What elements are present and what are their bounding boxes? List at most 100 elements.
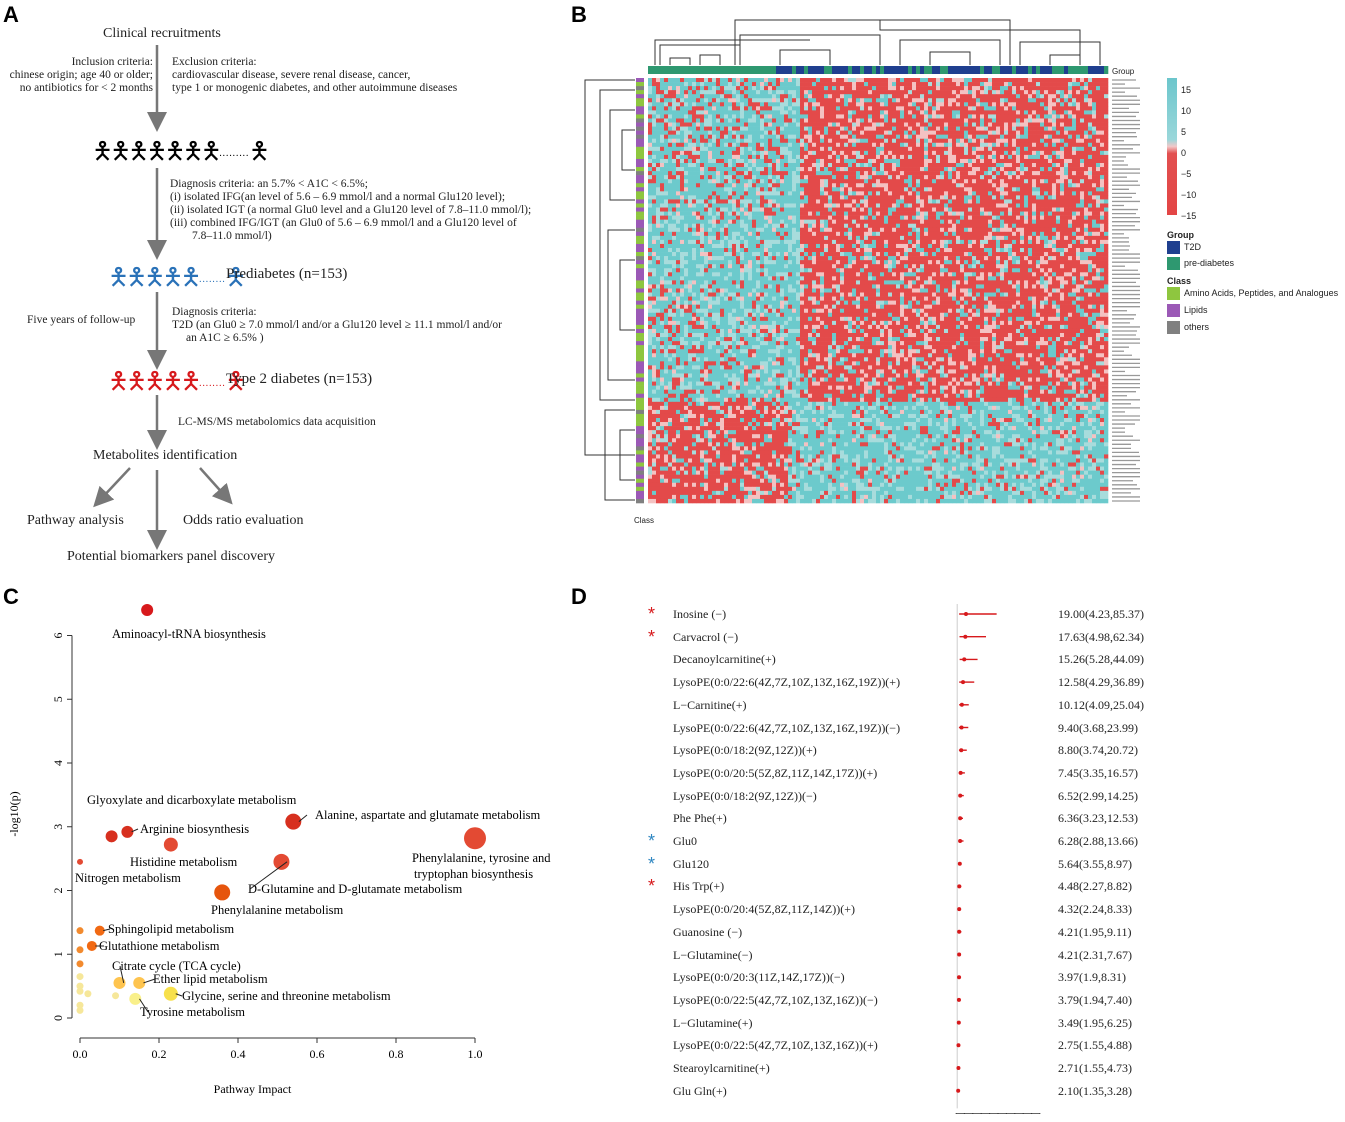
heat-cell xyxy=(1016,195,1021,200)
heat-cell xyxy=(736,199,741,204)
heat-cell xyxy=(672,231,677,237)
heat-cell xyxy=(824,163,829,168)
heat-cell xyxy=(732,239,737,245)
heat-cell xyxy=(792,191,797,196)
heat-cell xyxy=(752,126,757,131)
heat-cell xyxy=(692,98,697,103)
heat-cell xyxy=(928,235,933,241)
heat-cell xyxy=(700,98,705,103)
heat-cell xyxy=(800,195,805,200)
heat-cell xyxy=(972,102,977,107)
heat-cell xyxy=(820,183,825,188)
heat-cell xyxy=(1016,199,1021,204)
heat-cell xyxy=(1028,134,1033,140)
heat-cell xyxy=(648,235,653,241)
heat-cell xyxy=(764,167,769,172)
heat-cell xyxy=(788,243,793,249)
heat-cell xyxy=(924,215,929,220)
heat-cell xyxy=(936,187,941,192)
heat-cell xyxy=(1020,78,1025,83)
heat-cell xyxy=(824,94,829,99)
heat-cell xyxy=(744,98,749,103)
heat-cell xyxy=(1048,106,1053,111)
heat-cell xyxy=(1024,118,1029,123)
heat-cell xyxy=(776,106,781,111)
heat-cell xyxy=(1016,150,1021,156)
heat-cell xyxy=(996,146,1001,152)
heat-cell xyxy=(976,239,981,245)
heat-cell xyxy=(904,231,909,237)
heat-cell xyxy=(1068,114,1073,119)
heat-cell xyxy=(988,130,993,135)
heat-cell xyxy=(680,158,685,164)
heat-cell xyxy=(692,86,697,91)
heat-cell xyxy=(700,122,705,127)
heat-cell xyxy=(920,150,925,156)
heat-cell xyxy=(692,223,697,229)
heat-cell xyxy=(728,199,733,204)
heat-cell xyxy=(704,163,709,168)
heat-cell xyxy=(1096,110,1101,115)
heat-cell xyxy=(908,126,913,131)
heat-cell xyxy=(1008,203,1013,208)
heat-cell xyxy=(676,211,681,216)
heat-cell xyxy=(824,167,829,172)
heat-cell xyxy=(788,154,793,160)
heat-cell xyxy=(684,215,689,220)
heat-cell xyxy=(880,94,885,99)
heat-cell xyxy=(788,231,793,237)
heat-cell xyxy=(696,183,701,188)
heat-cell xyxy=(800,167,805,172)
heat-cell xyxy=(736,114,741,119)
heat-cell xyxy=(1044,118,1049,123)
heat-cell xyxy=(1016,154,1021,160)
heat-cell xyxy=(708,199,713,204)
heat-cell xyxy=(668,98,673,103)
heat-cell xyxy=(1088,150,1093,156)
heat-cell xyxy=(904,183,909,188)
heat-cell xyxy=(940,227,945,233)
heat-cell xyxy=(1024,122,1029,127)
heat-cell xyxy=(1016,191,1021,196)
heat-cell xyxy=(708,154,713,160)
heat-cell xyxy=(684,219,689,225)
heat-cell xyxy=(968,175,973,180)
heat-cell xyxy=(704,154,709,160)
heat-cell xyxy=(1104,150,1109,156)
heat-cell xyxy=(868,98,873,103)
heat-cell xyxy=(712,211,717,216)
heat-cell xyxy=(708,130,713,135)
heat-cell xyxy=(860,154,865,160)
heat-cell xyxy=(720,122,725,127)
heat-cell xyxy=(968,110,973,115)
heat-cell xyxy=(1044,122,1049,127)
heat-cell xyxy=(1032,163,1037,168)
heat-cell xyxy=(912,187,917,192)
heat-cell xyxy=(1072,171,1077,176)
heat-cell xyxy=(960,82,965,87)
heat-cell xyxy=(860,142,865,148)
heat-cell xyxy=(864,126,869,131)
heat-cell xyxy=(852,118,857,123)
heat-cell xyxy=(864,223,869,229)
heat-cell xyxy=(952,163,957,168)
heat-cell xyxy=(760,78,765,83)
heat-cell xyxy=(936,199,941,204)
heat-cell xyxy=(1068,158,1073,164)
heat-cell xyxy=(980,118,985,123)
heat-cell xyxy=(984,167,989,172)
heat-cell xyxy=(904,187,909,192)
heat-cell xyxy=(816,134,821,140)
heat-cell xyxy=(848,146,853,152)
heat-cell xyxy=(676,171,681,176)
heat-cell xyxy=(1096,167,1101,172)
heat-cell xyxy=(1104,223,1109,229)
heat-cell xyxy=(848,195,853,200)
heat-cell xyxy=(696,231,701,237)
heat-cell xyxy=(748,150,753,156)
heat-cell xyxy=(1052,146,1057,152)
heat-cell xyxy=(1104,130,1109,135)
heat-cell xyxy=(980,138,985,144)
heat-cell xyxy=(1080,187,1085,192)
heat-cell xyxy=(648,110,653,115)
